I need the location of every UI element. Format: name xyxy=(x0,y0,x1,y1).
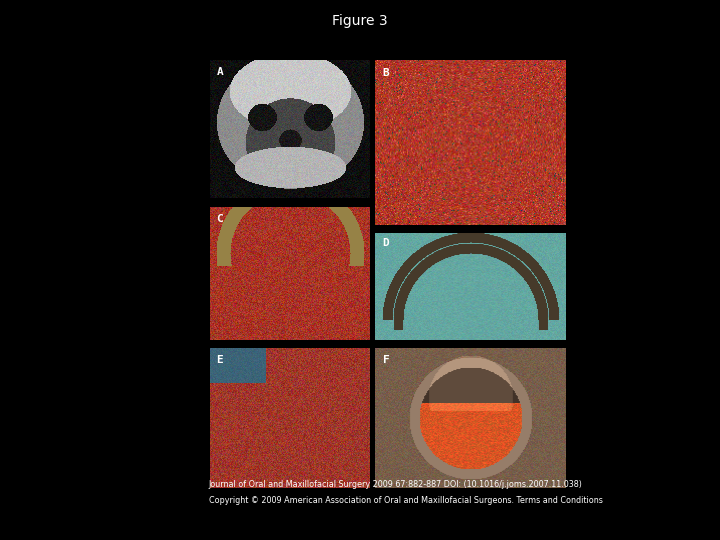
Text: Journal of Oral and Maxillofacial Surgery 2009 67:882-887 DOI: (10.1016/j.joms.2: Journal of Oral and Maxillofacial Surger… xyxy=(209,480,582,489)
Text: A: A xyxy=(217,67,223,77)
Text: F: F xyxy=(382,355,390,365)
Text: D: D xyxy=(382,238,390,248)
Text: E: E xyxy=(217,355,223,365)
Text: Copyright © 2009 American Association of Oral and Maxillofacial Surgeons. Terms : Copyright © 2009 American Association of… xyxy=(209,496,603,505)
Text: Figure 3: Figure 3 xyxy=(332,14,388,28)
Text: C: C xyxy=(217,214,223,224)
Text: B: B xyxy=(382,68,390,78)
